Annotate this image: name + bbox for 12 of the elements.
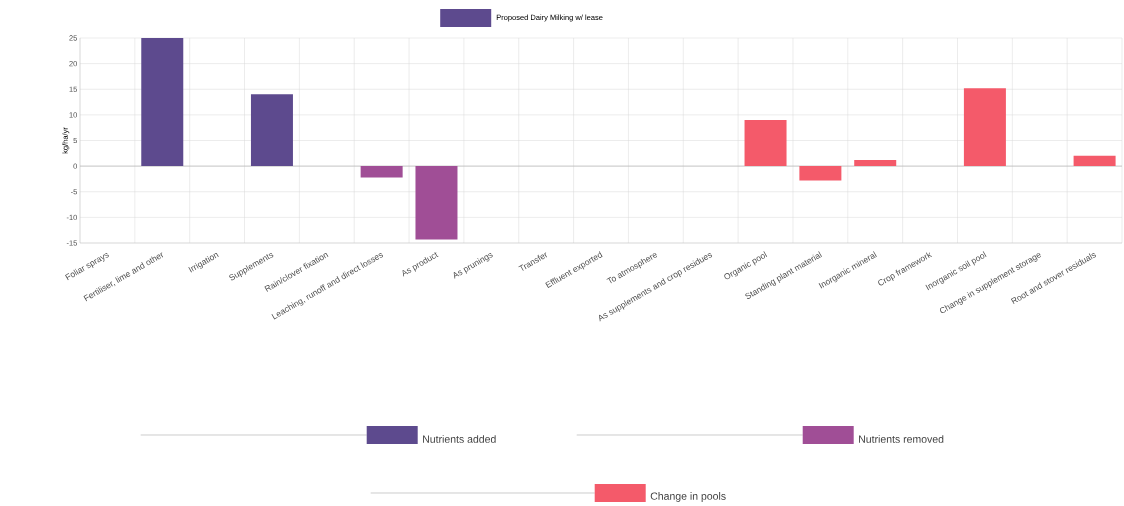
bar [854,159,897,167]
bar [360,166,403,178]
bar [1073,155,1116,167]
bar [250,94,293,167]
bar [415,166,458,240]
legend-label: Nutrients removed [859,435,944,443]
bar [744,120,787,167]
legend-label: Nutrients added [423,435,496,443]
legend-label: Change in pools [650,492,726,502]
bar [963,88,1006,167]
bar [799,166,842,181]
bar [141,38,184,167]
